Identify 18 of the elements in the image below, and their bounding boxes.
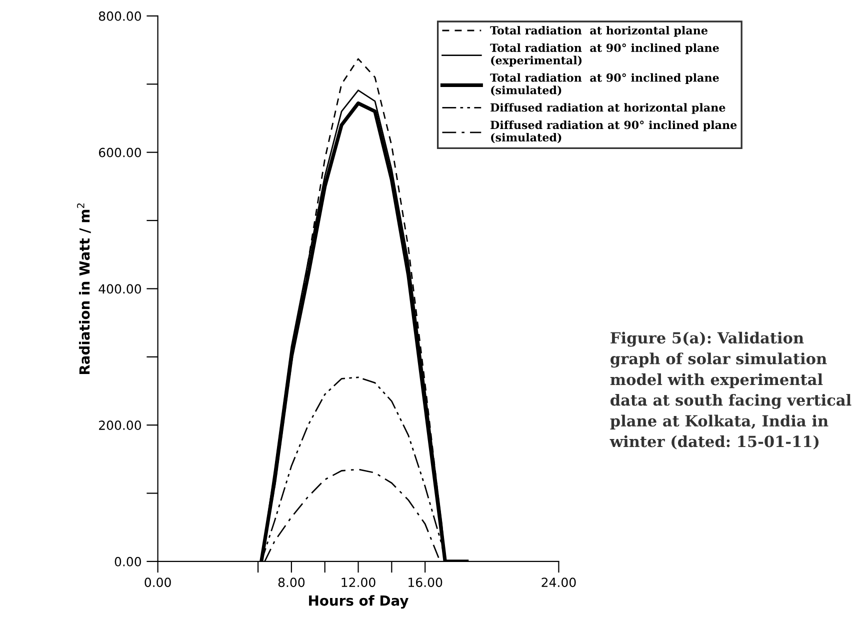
legend-label: Total radiation at 90° inclined plane (experimental) [490, 43, 719, 67]
x-tick-label: 0.00 [144, 578, 171, 588]
y-tick-label: 0.00 [114, 556, 142, 566]
x-tick-label: 16.00 [408, 578, 442, 588]
y-axis-title: Radiation in Watt / m$^{2}$ [77, 203, 91, 374]
legend-label: Diffused radiation at 90° inclined plane (simulated) [490, 120, 737, 144]
x-tick-label: 12.00 [342, 578, 376, 588]
y-tick-label: 200.00 [99, 420, 141, 430]
x-tick-label: 8.00 [278, 578, 305, 588]
y-tick-label: 800.00 [98, 11, 141, 21]
legend-label: Diffused radiation at horizontal plane [490, 103, 726, 114]
y-tick-label: 400.00 [98, 284, 141, 294]
x-tick-label: 24.00 [542, 578, 576, 588]
y-tick-label: 600.00 [98, 148, 141, 158]
legend-label: Total radiation at 90° inclined plane (simulated) [490, 73, 719, 96]
x-axis-title: Hours of Day [309, 595, 408, 609]
caption: Figure 5(a): Validation graph of solar simulation model with experimental data at south facing vertical plane at Kolkata, India in winter (dated: 15-01-11) [610, 332, 852, 450]
legend-label: Total radiation at horizontal plane [490, 26, 708, 37]
